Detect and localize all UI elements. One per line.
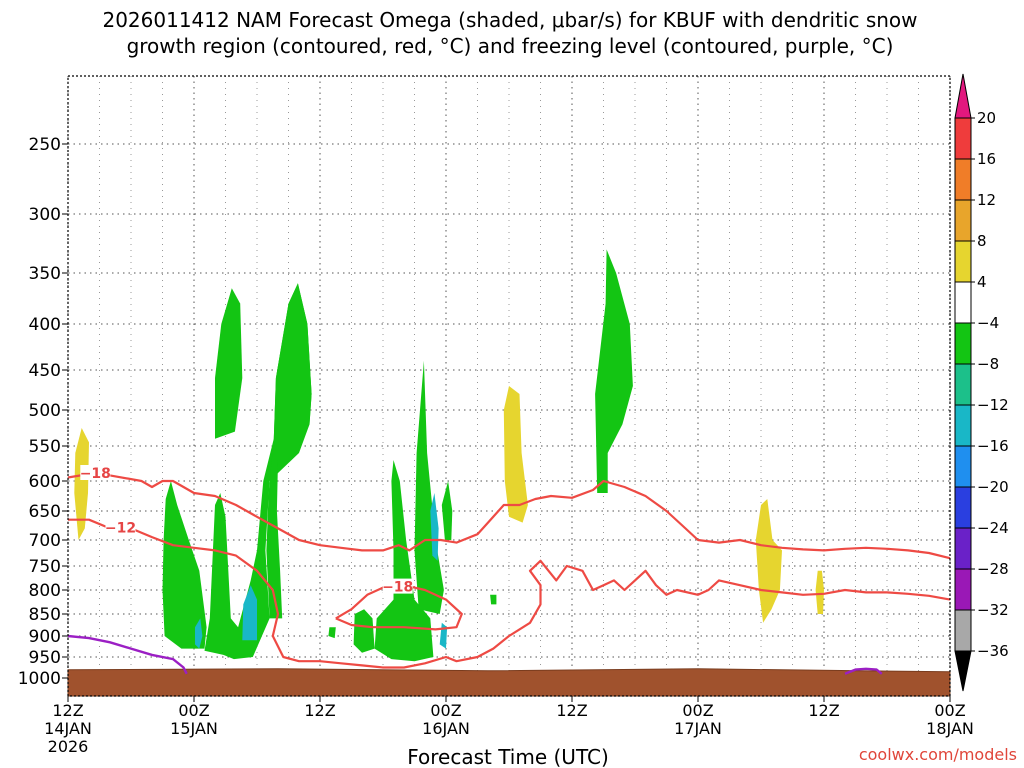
y-tick-label: 550 [29,437,61,457]
ground-terrain [67,668,951,697]
omega-region [74,428,89,540]
omega-region [266,283,312,619]
colorbar-label: −16 [977,437,1009,455]
colorbar-swatch [954,527,972,570]
colorbar-label: 4 [977,273,987,291]
omega-region [195,618,203,649]
omega-region [374,460,434,662]
colorbar-label: 20 [977,109,996,127]
credit-text: coolwx.com/models [859,745,1017,764]
y-tick-label: 950 [29,648,61,668]
x-tick-label: 15JAN [170,719,218,738]
colorbar-label: 8 [977,232,987,250]
omega-region [353,609,375,653]
y-tick-label: 850 [29,605,61,625]
chart-title-line2: growth region (contoured, red, °C) and f… [127,34,894,58]
colorbar-swatch [954,445,972,488]
y-tick-label: 750 [29,557,61,577]
colorbar-label: −24 [977,519,1009,537]
x-tick-label: 00Z [178,701,209,720]
omega-region [328,627,336,639]
colorbar-label: −36 [977,642,1009,660]
colorbar-swatch [954,117,972,160]
omega-region [215,288,243,439]
x-tick-label: 14JAN [44,719,92,738]
omega-region [503,386,528,523]
freezing-level-contour [844,667,883,675]
colorbar-label: 12 [977,191,996,209]
x-tick-label: 12Z [556,701,587,720]
y-tick-label: 300 [29,205,61,225]
colorbar-bottom-arrow [954,650,972,692]
colorbar-swatch [954,609,972,652]
y-tick-label: 600 [29,472,61,492]
colorbar-label: −4 [977,314,999,332]
omega-region [815,570,824,614]
y-tick-label: 900 [29,627,61,647]
x-tick-label: 18JAN [926,719,974,738]
dgz-contour-line [67,472,951,560]
colorbar-swatch [954,240,972,283]
dgz-contour-line [335,584,463,631]
colorbar-label: −32 [977,601,1009,619]
y-tick-label: 800 [29,581,61,601]
colorbar-label: −8 [977,355,999,373]
y-tick-label: 1000 [18,669,61,689]
contour-label-bg [382,578,413,594]
y-tick-label: 250 [29,135,61,155]
colorbar-swatch [954,281,972,324]
y-tick-label: 500 [29,401,61,421]
dgz-contour-line [68,518,951,669]
colorbar-label: −28 [977,560,1009,578]
x-axis-label: Forecast Time (UTC) [407,745,609,768]
x-tick-label: 12Z [304,701,335,720]
omega-region [242,585,257,641]
y-tick-label: 650 [29,502,61,522]
contour-label-bg [80,465,111,480]
omega-region [430,493,439,561]
y-tick-label: 450 [29,361,61,381]
colorbar-swatch [954,363,972,406]
y-tick-label: 400 [29,315,61,335]
x-tick-label: 00Z [430,701,461,720]
y-tick-label: 700 [29,531,61,551]
omega-region [595,249,633,493]
dgz-contour-label: −12 [105,520,136,536]
dgz-contour-label: −18 [80,466,111,482]
x-tick-label: 12Z [52,701,83,720]
colorbar-swatch [954,486,972,529]
colorbar-label: −20 [977,478,1009,496]
omega-region [162,481,207,649]
x-tick-label: 16JAN [422,719,470,738]
colorbar-top-arrow [954,73,972,119]
colorbar: 20 16 12 8 4 −4 −8 −12 −16 −20 −24 −28 −32 −36 [954,73,1009,692]
freezing-level-contour [67,634,188,675]
colorbar-swatch [954,568,972,611]
x-tick-label: 2026 [48,737,89,756]
colorbar-swatch [954,404,972,447]
y-tick-label: 350 [29,264,61,284]
colorbar-label: 16 [977,150,996,168]
x-tick-label: 12Z [808,701,839,720]
x-tick-label: 00Z [934,701,965,720]
colorbar-swatch [954,158,972,201]
x-tick-label: 00Z [682,701,713,720]
plot-area: −18 −12 −18 250 300 350 400 450 500 550 600 650 700 7… [18,75,974,756]
contour-label-bg [105,519,136,535]
omega-region [490,594,497,605]
colorbar-label: −12 [977,396,1009,414]
omega-region [441,481,453,540]
x-tick-label: 17JAN [674,719,722,738]
colorbar-swatch [954,199,972,242]
colorbar-swatch [954,322,972,365]
dgz-contour-label: −18 [382,580,413,596]
plot-frame [67,75,951,697]
chart-title-line1: 2026011412 NAM Forecast Omega (shaded, μ… [102,8,917,32]
